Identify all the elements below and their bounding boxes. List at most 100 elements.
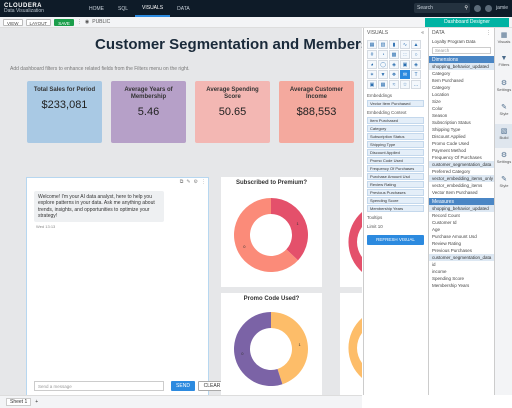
context-field[interactable]: Purchase Amount Usd	[367, 173, 424, 180]
vis-table-icon[interactable]: ▦	[367, 40, 377, 49]
layout-button[interactable]: LAYOUT	[25, 18, 52, 26]
context-field[interactable]: Review Rating	[367, 181, 424, 188]
context-field[interactable]: Item Purchased	[367, 117, 424, 124]
global-search-input[interactable]: Search ⚲	[414, 3, 471, 13]
vis-gauge-icon[interactable]: ◔	[378, 50, 388, 59]
dimension-field[interactable]: Category	[432, 85, 451, 90]
donut-slice-1[interactable]	[271, 198, 308, 261]
vis-map-icon[interactable]: ◈	[389, 60, 399, 69]
vis-bar-icon[interactable]: ▮	[389, 40, 399, 49]
rail-build[interactable]: ▧ Build	[495, 124, 512, 148]
rail-style-2[interactable]: ✎ Style	[495, 172, 512, 196]
view-button[interactable]: VIEW	[3, 18, 23, 26]
vis-chat-icon[interactable]: ✉	[400, 70, 410, 79]
more-icon[interactable]: ⋮	[201, 179, 206, 185]
context-field[interactable]: Discount Applied	[367, 149, 424, 156]
vis-calendar-icon[interactable]: ▦	[378, 80, 388, 89]
vis-heatmap-icon[interactable]: ▣	[400, 60, 410, 69]
app-logo[interactable]: CLOUDERA Data Visualization	[0, 3, 44, 14]
vis-area-icon[interactable]: ▲	[411, 40, 421, 49]
send-button[interactable]: SEND	[171, 381, 195, 391]
vis-crosstab-icon[interactable]: ▧	[378, 40, 388, 49]
vis-donut-icon[interactable]: ◯	[378, 60, 388, 69]
dimension-field[interactable]: Subscription Status	[432, 120, 471, 125]
measure-field[interactable]: income	[432, 269, 447, 274]
context-field[interactable]: Membership Years	[367, 205, 424, 212]
vis-image-icon[interactable]: ▣	[367, 80, 377, 89]
table-group[interactable]: shopping_behavior_updated	[429, 205, 494, 212]
dimension-field[interactable]: Frequency Of Purchases	[432, 155, 482, 160]
measure-field[interactable]: Record Count	[432, 213, 460, 218]
nav-visuals[interactable]: VISUALS	[135, 0, 171, 17]
vis-funnel-icon[interactable]: ▼	[378, 70, 388, 79]
dimension-field[interactable]: vector_embedding_items	[432, 183, 483, 188]
dashboard-designer-tab[interactable]: Dashboard Designer	[425, 18, 509, 27]
edit-icon[interactable]: ✎	[186, 179, 191, 185]
dimension-field[interactable]: Item Purchased	[432, 78, 464, 83]
embeddings-shelf-item[interactable]: Vector Item Purchased	[367, 100, 424, 107]
dimension-field[interactable]: Payment Method	[432, 148, 467, 153]
vis-pie-icon[interactable]: ◕	[367, 60, 377, 69]
rail-settings[interactable]: ⚙ Settings	[495, 76, 512, 100]
table-group[interactable]: vector_embedding_items_only	[429, 175, 494, 182]
vis-custom-icon[interactable]: ☆	[400, 80, 410, 89]
rail-visuals[interactable]: ▦ Visuals	[495, 28, 512, 52]
measures-header[interactable]: Measures	[429, 198, 494, 205]
user-name[interactable]: jamie	[496, 5, 508, 11]
measure-field[interactable]: Previous Purchases	[432, 248, 473, 253]
measure-field[interactable]: Review Rating	[432, 241, 462, 246]
copy-icon[interactable]: ⧉	[179, 179, 184, 185]
donut-slice-1[interactable]	[271, 312, 308, 385]
measure-field[interactable]: Purchase Amount Usd	[432, 234, 477, 239]
save-button[interactable]: SAVE	[54, 18, 74, 26]
dimension-field[interactable]: Vector Item Purchased	[432, 190, 478, 195]
table-group[interactable]: customer_segmentation_data	[429, 161, 494, 168]
dimension-field[interactable]: Season	[432, 113, 448, 118]
visibility-dropdown[interactable]: PUBLIC	[92, 19, 111, 25]
measure-field[interactable]: Age	[432, 227, 441, 232]
kpi-avg-income[interactable]: Average Customer Income $88,553	[279, 81, 354, 143]
donut-slice-0[interactable]	[234, 198, 298, 272]
table-group[interactable]: customer_segmentation_data	[429, 254, 494, 261]
donut-slice-0[interactable]	[234, 312, 283, 386]
measure-field[interactable]: Customer Id	[432, 220, 457, 225]
measure-field[interactable]: Membership Years	[432, 283, 470, 288]
context-field[interactable]: Category	[367, 125, 424, 132]
context-field[interactable]: Previous Purchases	[367, 189, 424, 196]
context-field[interactable]: Promo Code Used	[367, 157, 424, 164]
measure-field[interactable]: Spending Score	[432, 276, 465, 281]
vis-scatter-icon[interactable]: ∷	[400, 50, 410, 59]
field-search-input[interactable]: Search	[432, 47, 491, 54]
dataset-name[interactable]: Loyalty Program Data	[432, 39, 476, 44]
refresh-visual-button[interactable]: REFRESH VISUAL	[367, 235, 424, 245]
rail-filters[interactable]: ▼ Filters	[495, 52, 512, 76]
context-field[interactable]: Shipping Type	[367, 141, 424, 148]
vis-tree-icon[interactable]: ◈	[411, 60, 421, 69]
nav-sql[interactable]: SQL	[118, 5, 129, 12]
dimension-field[interactable]: Color	[432, 106, 443, 111]
context-field[interactable]: Subscription Status	[367, 133, 424, 140]
vis-kpi-icon[interactable]: #	[367, 50, 377, 59]
dimension-field[interactable]: Promo Code Used	[432, 141, 470, 146]
vis-sankey-icon[interactable]: ≈	[389, 80, 399, 89]
vis-network-icon[interactable]: ❖	[389, 70, 399, 79]
limit-input[interactable]: 10	[377, 224, 383, 229]
dimension-field[interactable]: Location	[432, 92, 450, 97]
sheet-tab[interactable]: Sheet 1	[6, 398, 32, 406]
dimension-field[interactable]: Shipping Type	[432, 127, 461, 132]
vis-bubble-icon[interactable]: ○	[411, 50, 421, 59]
kpi-total-sales[interactable]: Total Sales for Period $233,081	[27, 81, 102, 143]
kpi-avg-membership[interactable]: Average Years of Membership 5.46	[111, 81, 186, 143]
chat-message-input[interactable]: Send a message	[34, 381, 164, 391]
data-menu-icon[interactable]: ⋮	[486, 30, 491, 36]
add-sheet-icon[interactable]: +	[35, 399, 39, 405]
rail-settings-2[interactable]: ⚙ Settings	[495, 148, 512, 172]
avatar[interactable]	[485, 4, 493, 12]
dimension-field[interactable]: Category	[432, 71, 451, 76]
vis-more-icon[interactable]: …	[411, 80, 421, 89]
partial-chart-right-top[interactable]	[340, 177, 362, 287]
partial-chart-right-bottom[interactable]	[340, 293, 362, 395]
measure-field[interactable]: id	[432, 262, 436, 267]
